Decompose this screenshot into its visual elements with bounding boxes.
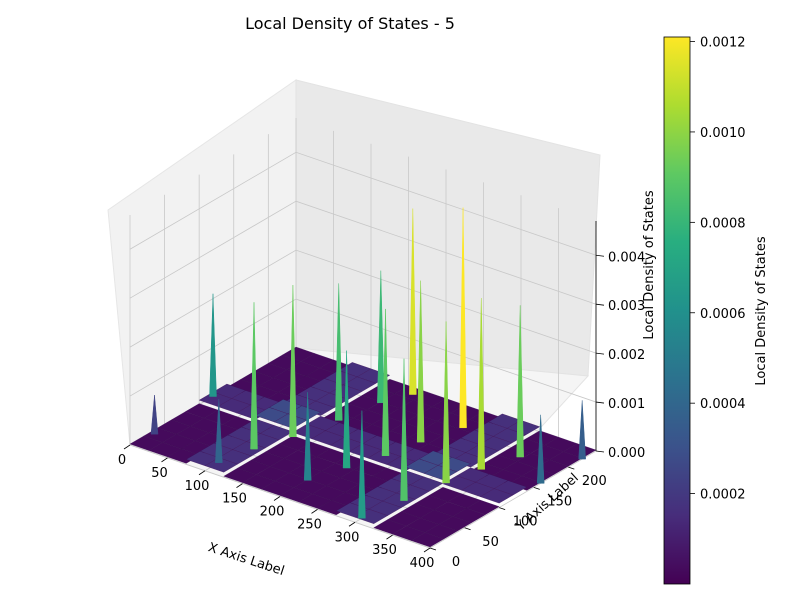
colorbar-ticks: 0.0002 0.0004 0.0006 0.0008 0.0010 0.0012 xyxy=(690,36,746,503)
surface-peak xyxy=(289,285,297,438)
surface-tile xyxy=(480,488,514,504)
colorbar-tick-label: 0.0010 xyxy=(700,126,746,141)
z-tick-label: 0.004 xyxy=(608,250,645,265)
z-tick xyxy=(595,352,605,355)
x-tick xyxy=(423,547,431,553)
surface-peaks xyxy=(150,207,586,519)
surface-peak xyxy=(334,283,343,421)
surface-peak xyxy=(381,308,390,456)
colorbar-tick-label: 0.0002 xyxy=(700,488,746,503)
surface-peak xyxy=(215,399,223,463)
surface-peak xyxy=(303,392,312,481)
x-tick xyxy=(386,534,393,540)
surface-tile xyxy=(410,532,445,548)
x-tick xyxy=(198,470,206,476)
surface-peak xyxy=(342,350,351,469)
x-tick xyxy=(123,444,131,450)
grid-line-z xyxy=(129,151,597,256)
surface-peak xyxy=(409,208,417,395)
x-tick-label: 50 xyxy=(151,466,168,481)
y-axis-ticks: 0 50 100 150 200 xyxy=(429,466,607,570)
surface-peak xyxy=(477,298,486,470)
y-tick-label: 150 xyxy=(547,494,572,509)
surface-peak xyxy=(209,293,217,397)
y-tick-label: 50 xyxy=(482,535,499,550)
z-tick xyxy=(595,450,605,453)
z-tick-label: 0.001 xyxy=(608,397,645,412)
x-tick-label: 200 xyxy=(260,505,285,520)
surface-tile xyxy=(204,457,238,473)
x-tick-label: 400 xyxy=(410,556,435,571)
z-tick xyxy=(595,254,605,257)
grid-line-z xyxy=(129,249,597,354)
z-tick-label: 0.002 xyxy=(608,348,645,363)
z-tick xyxy=(595,303,605,306)
z-axis-ticks: 0.000 0.001 0.002 0.003 0.004 xyxy=(595,221,645,461)
x-tick xyxy=(161,457,168,463)
surface-peak xyxy=(150,394,159,435)
y-tick xyxy=(464,527,471,531)
surface-peak xyxy=(400,358,408,501)
colorbar xyxy=(663,36,691,585)
z-tick xyxy=(595,401,605,404)
x-axis-label: X Axis Label xyxy=(206,540,286,579)
surface-peak xyxy=(377,270,385,404)
y-tick xyxy=(568,466,575,470)
z-tick-label: 0.000 xyxy=(608,446,645,461)
grid-line-z xyxy=(129,298,597,403)
z-axis-label: Local Density of States xyxy=(642,190,657,339)
surface-peak xyxy=(536,414,545,484)
colorbar-tick-label: 0.0004 xyxy=(700,397,746,412)
x-axis-ticks: 0 50 100 150 200 250 300 350 400 xyxy=(118,444,435,571)
y-tick-label: 100 xyxy=(513,515,538,530)
colorbar-tick-label: 0.0012 xyxy=(700,36,746,51)
colorbar-tick-label: 0.0008 xyxy=(700,216,746,231)
y-tick xyxy=(499,507,506,510)
y-tick xyxy=(429,547,437,551)
surface-peak xyxy=(250,302,258,450)
x-tick-label: 350 xyxy=(372,543,397,558)
grid-line-z xyxy=(129,200,597,305)
pane-back xyxy=(295,79,601,377)
surface-peak xyxy=(516,305,524,458)
y-tick-label: 200 xyxy=(582,474,607,489)
colorbar-label: Local Density of States xyxy=(754,236,769,385)
x-tick xyxy=(273,496,281,501)
x-tick-label: 150 xyxy=(222,492,247,507)
z-tick-label: 0.003 xyxy=(608,299,645,314)
surface-peak xyxy=(358,410,366,519)
x-tick-label: 250 xyxy=(297,517,322,532)
surface-peak xyxy=(578,400,586,460)
y-tick xyxy=(533,486,540,490)
y-tick-label: 0 xyxy=(452,555,460,570)
x-tick xyxy=(311,509,318,514)
surface-peak xyxy=(442,321,450,484)
x-tick xyxy=(348,521,356,527)
surface-peak xyxy=(416,280,425,443)
surface-peak xyxy=(459,207,467,429)
x-tick-label: 300 xyxy=(335,530,360,545)
x-tick-label: 0 xyxy=(118,453,126,468)
x-tick xyxy=(236,483,243,488)
chart-title: Local Density of States - 5 xyxy=(245,14,455,33)
colorbar-tick-label: 0.0006 xyxy=(700,307,746,322)
x-tick-label: 100 xyxy=(185,479,210,494)
